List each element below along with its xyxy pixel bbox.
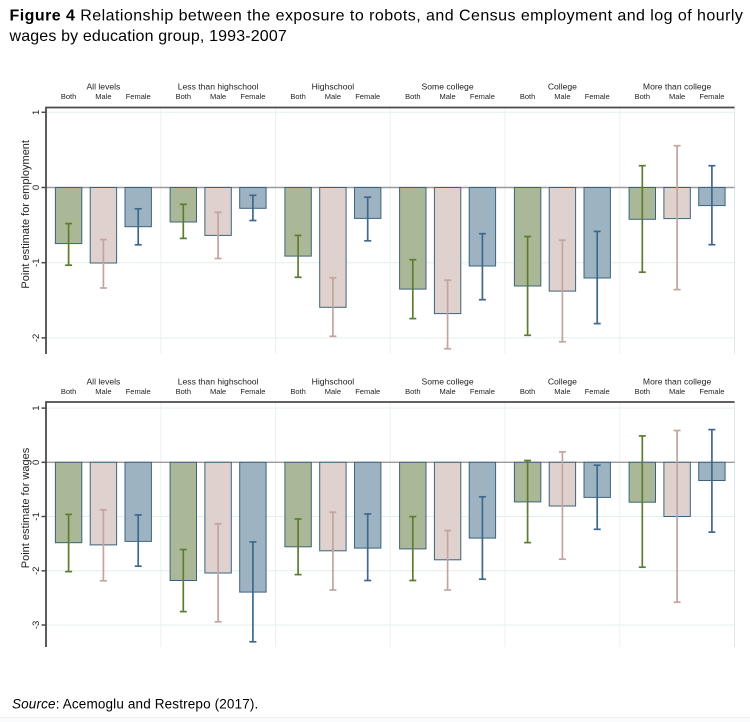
svg-text:Female: Female: [585, 92, 610, 101]
svg-text:Both: Both: [290, 92, 305, 101]
svg-text:Female: Female: [126, 92, 151, 101]
svg-text:Both: Both: [61, 92, 76, 101]
svg-text:Male: Male: [95, 92, 111, 101]
svg-text:Highschool: Highschool: [312, 82, 355, 92]
svg-text:Both: Both: [290, 387, 305, 396]
svg-text:Male: Male: [95, 387, 111, 396]
svg-text:-1: -1: [31, 512, 42, 520]
svg-text:Female: Female: [699, 387, 724, 396]
svg-text:More than college: More than college: [643, 82, 712, 92]
svg-text:All levels: All levels: [86, 82, 120, 92]
svg-text:Both: Both: [635, 92, 650, 101]
svg-text:Female: Female: [240, 92, 265, 101]
svg-text:Female: Female: [355, 387, 380, 396]
svg-text:Both: Both: [405, 387, 420, 396]
svg-text:Some college: Some college: [422, 377, 474, 387]
svg-text:Male: Male: [439, 387, 455, 396]
svg-text:Female: Female: [355, 92, 380, 101]
svg-text:Both: Both: [176, 92, 191, 101]
svg-text:Female: Female: [470, 387, 495, 396]
svg-text:Source: Acemoglu and Restrepo: Source: Acemoglu and Restrepo (2017).: [12, 697, 258, 712]
svg-text:Male: Male: [325, 92, 341, 101]
svg-text:Figure 4 Relationship between: Figure 4 Relationship between the exposu…: [10, 8, 744, 25]
svg-text:Male: Male: [210, 387, 226, 396]
svg-text:-1: -1: [31, 258, 42, 266]
svg-text:Point estimate for wages: Point estimate for wages: [20, 447, 32, 568]
svg-text:Both: Both: [176, 387, 191, 396]
svg-text:1: 1: [31, 405, 42, 410]
svg-text:Less than highschool: Less than highschool: [178, 377, 259, 387]
svg-text:-2: -2: [31, 567, 42, 575]
svg-text:Female: Female: [240, 387, 265, 396]
svg-text:More than college: More than college: [643, 377, 712, 387]
svg-text:Some college: Some college: [422, 82, 474, 92]
svg-text:Both: Both: [405, 92, 420, 101]
svg-text:Male: Male: [554, 92, 570, 101]
svg-text:Highschool: Highschool: [312, 377, 355, 387]
svg-text:Both: Both: [61, 387, 76, 396]
svg-text:All levels: All levels: [86, 377, 120, 387]
svg-text:0: 0: [31, 185, 42, 190]
svg-text:Both: Both: [520, 387, 535, 396]
svg-text:Male: Male: [554, 387, 570, 396]
svg-text:Male: Male: [325, 387, 341, 396]
svg-text:0: 0: [31, 460, 42, 465]
svg-text:Both: Both: [520, 92, 535, 101]
svg-text:Less than highschool: Less than highschool: [178, 82, 259, 92]
svg-text:Female: Female: [470, 92, 495, 101]
svg-text:1: 1: [31, 110, 42, 115]
svg-text:-3: -3: [31, 621, 42, 629]
svg-text:Male: Male: [210, 92, 226, 101]
svg-text:Male: Male: [669, 92, 685, 101]
svg-text:College: College: [548, 82, 577, 92]
svg-text:-2: -2: [31, 334, 42, 342]
svg-text:College: College: [548, 377, 577, 387]
svg-text:Female: Female: [585, 387, 610, 396]
svg-text:Male: Male: [669, 387, 685, 396]
svg-text:wages by education group, 1993: wages by education group, 1993-2007: [9, 28, 287, 45]
svg-text:Female: Female: [126, 387, 151, 396]
svg-text:Point estimate for employment: Point estimate for employment: [20, 140, 32, 289]
svg-text:Both: Both: [635, 387, 650, 396]
svg-text:Male: Male: [439, 92, 455, 101]
svg-text:Female: Female: [699, 92, 724, 101]
